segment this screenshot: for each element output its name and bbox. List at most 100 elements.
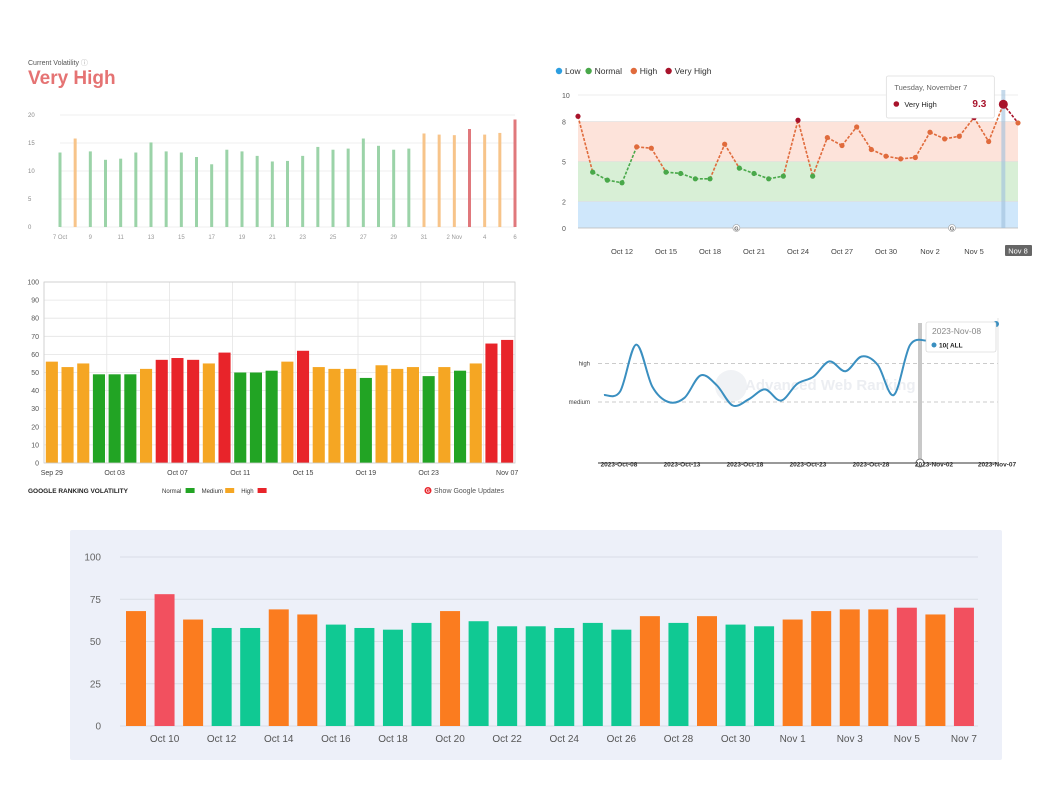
y-tick-label: 8 xyxy=(562,120,566,127)
google-update-marker xyxy=(948,224,956,232)
legend-label: High xyxy=(241,489,253,495)
plot-frame xyxy=(43,281,516,464)
google-update-marker xyxy=(732,224,741,232)
bar xyxy=(171,358,184,463)
x-tick-label: Nov 2 xyxy=(920,247,940,256)
bar xyxy=(328,368,341,463)
x-tick-label: 2023-Oct-28 xyxy=(853,462,890,469)
y-tick-label: 10 xyxy=(562,93,570,100)
data-point xyxy=(707,176,713,182)
bar xyxy=(953,607,974,726)
show-google-updates-link[interactable]: Show Google Updates xyxy=(434,488,505,495)
y-tick-label: 75 xyxy=(90,595,102,606)
data-point xyxy=(883,153,889,159)
x-tick-label: Oct 24 xyxy=(787,247,809,256)
x-tick-label: Oct 18 xyxy=(699,247,721,256)
bar xyxy=(73,138,77,227)
bar xyxy=(179,152,183,227)
bar xyxy=(124,374,137,463)
x-tick-label: Oct 15 xyxy=(655,247,677,256)
high-band xyxy=(578,121,1018,162)
line-segment xyxy=(811,137,829,177)
x-tick-label: 21 xyxy=(269,235,276,241)
x-tick-label: 25 xyxy=(330,235,337,241)
data-point xyxy=(663,169,669,175)
bar xyxy=(61,367,74,463)
bar xyxy=(164,151,168,227)
y-tick-label: 5 xyxy=(562,160,566,167)
bar xyxy=(925,614,946,726)
tooltip-marker xyxy=(931,342,937,348)
bar xyxy=(104,159,107,227)
y-tick-label: 50 xyxy=(31,370,39,377)
x-tick-label: Oct 21 xyxy=(743,247,765,256)
bar xyxy=(468,621,489,726)
bar xyxy=(422,376,435,463)
bar xyxy=(88,151,92,227)
line-segment xyxy=(841,126,858,147)
y-tick-label: 100 xyxy=(84,553,101,564)
daily-volatility-bar-chart: 20 15 10 5 0 7 Oct 9 11 13 15 17 19 21 23 25 27 29 31 2 No… xyxy=(28,113,517,241)
data-point xyxy=(634,144,640,150)
x-tick-label: 15 xyxy=(178,235,185,241)
x-tick-label: 2023-Nov-02 xyxy=(915,462,954,469)
x-tick-label: Oct 24 xyxy=(550,734,580,745)
current-volatility-value: Very High xyxy=(28,68,116,89)
line-segment xyxy=(958,117,975,137)
tooltip-date: Tuesday, November 7 xyxy=(894,83,967,92)
data-point xyxy=(751,170,757,177)
x-tick-label: Oct 27 xyxy=(831,247,853,256)
tooltip-date: 2023-Nov-08 xyxy=(932,326,981,336)
bar xyxy=(452,135,456,227)
bar xyxy=(211,627,232,726)
y-tick-label: 5 xyxy=(28,197,32,203)
x-tick-label: 7 Oct xyxy=(53,235,68,241)
x-tick-label: 9 xyxy=(89,235,93,241)
bar xyxy=(331,149,335,227)
bar xyxy=(392,149,396,227)
x-tick-highlight xyxy=(1005,245,1032,256)
bottom-volatility-panel: 100 75 50 25 0 Oct 10 Oct 12 Oct 14 Oct 16 Oct 18… xyxy=(70,530,1002,760)
bar xyxy=(325,624,346,726)
bar xyxy=(391,368,404,463)
legend-label: Medium xyxy=(202,489,223,495)
current-volatility-panel: Current Volatility ⓘ Very High 20 15 10 5 0 7… xyxy=(20,55,520,255)
line-segment xyxy=(1002,103,1019,124)
line-segment xyxy=(914,131,931,158)
data-point xyxy=(1015,120,1021,126)
bar xyxy=(265,370,278,463)
bar xyxy=(377,145,380,227)
legend-label: High xyxy=(640,66,658,76)
data-point xyxy=(912,154,918,161)
bar xyxy=(554,627,575,726)
x-tick-label: Nov 07 xyxy=(496,470,518,477)
legend-label: Normal xyxy=(162,489,181,495)
bar xyxy=(839,609,860,726)
bar xyxy=(140,368,153,463)
bar xyxy=(513,119,517,227)
x-tick-label: 6 xyxy=(513,235,517,241)
bar xyxy=(134,152,138,227)
x-tick-label: Oct 18 xyxy=(378,734,408,745)
x-tick-label: 17 xyxy=(208,235,215,241)
level-label: medium xyxy=(569,400,590,406)
y-tick-label: 80 xyxy=(31,316,39,323)
data-point xyxy=(575,113,581,119)
y-tick-label: 2 xyxy=(562,199,566,206)
google-g-icon xyxy=(424,487,432,494)
x-tick-label: Nov 1 xyxy=(780,734,807,745)
bar xyxy=(438,367,451,463)
watermark-text: Advanced Web Ranking xyxy=(745,377,916,394)
line-segment xyxy=(929,131,945,140)
google-update-marker xyxy=(915,458,925,468)
bar xyxy=(255,155,259,227)
level-label: high xyxy=(579,362,590,368)
x-tick-label: Oct 22 xyxy=(492,734,522,745)
info-icon[interactable]: ⓘ xyxy=(80,60,88,67)
x-tick-label: Oct 23 xyxy=(418,470,439,477)
bar xyxy=(119,158,123,227)
x-tick-label: Oct 14 xyxy=(264,734,294,745)
data-point xyxy=(766,176,772,182)
bar xyxy=(281,361,294,463)
data-point xyxy=(824,134,830,141)
